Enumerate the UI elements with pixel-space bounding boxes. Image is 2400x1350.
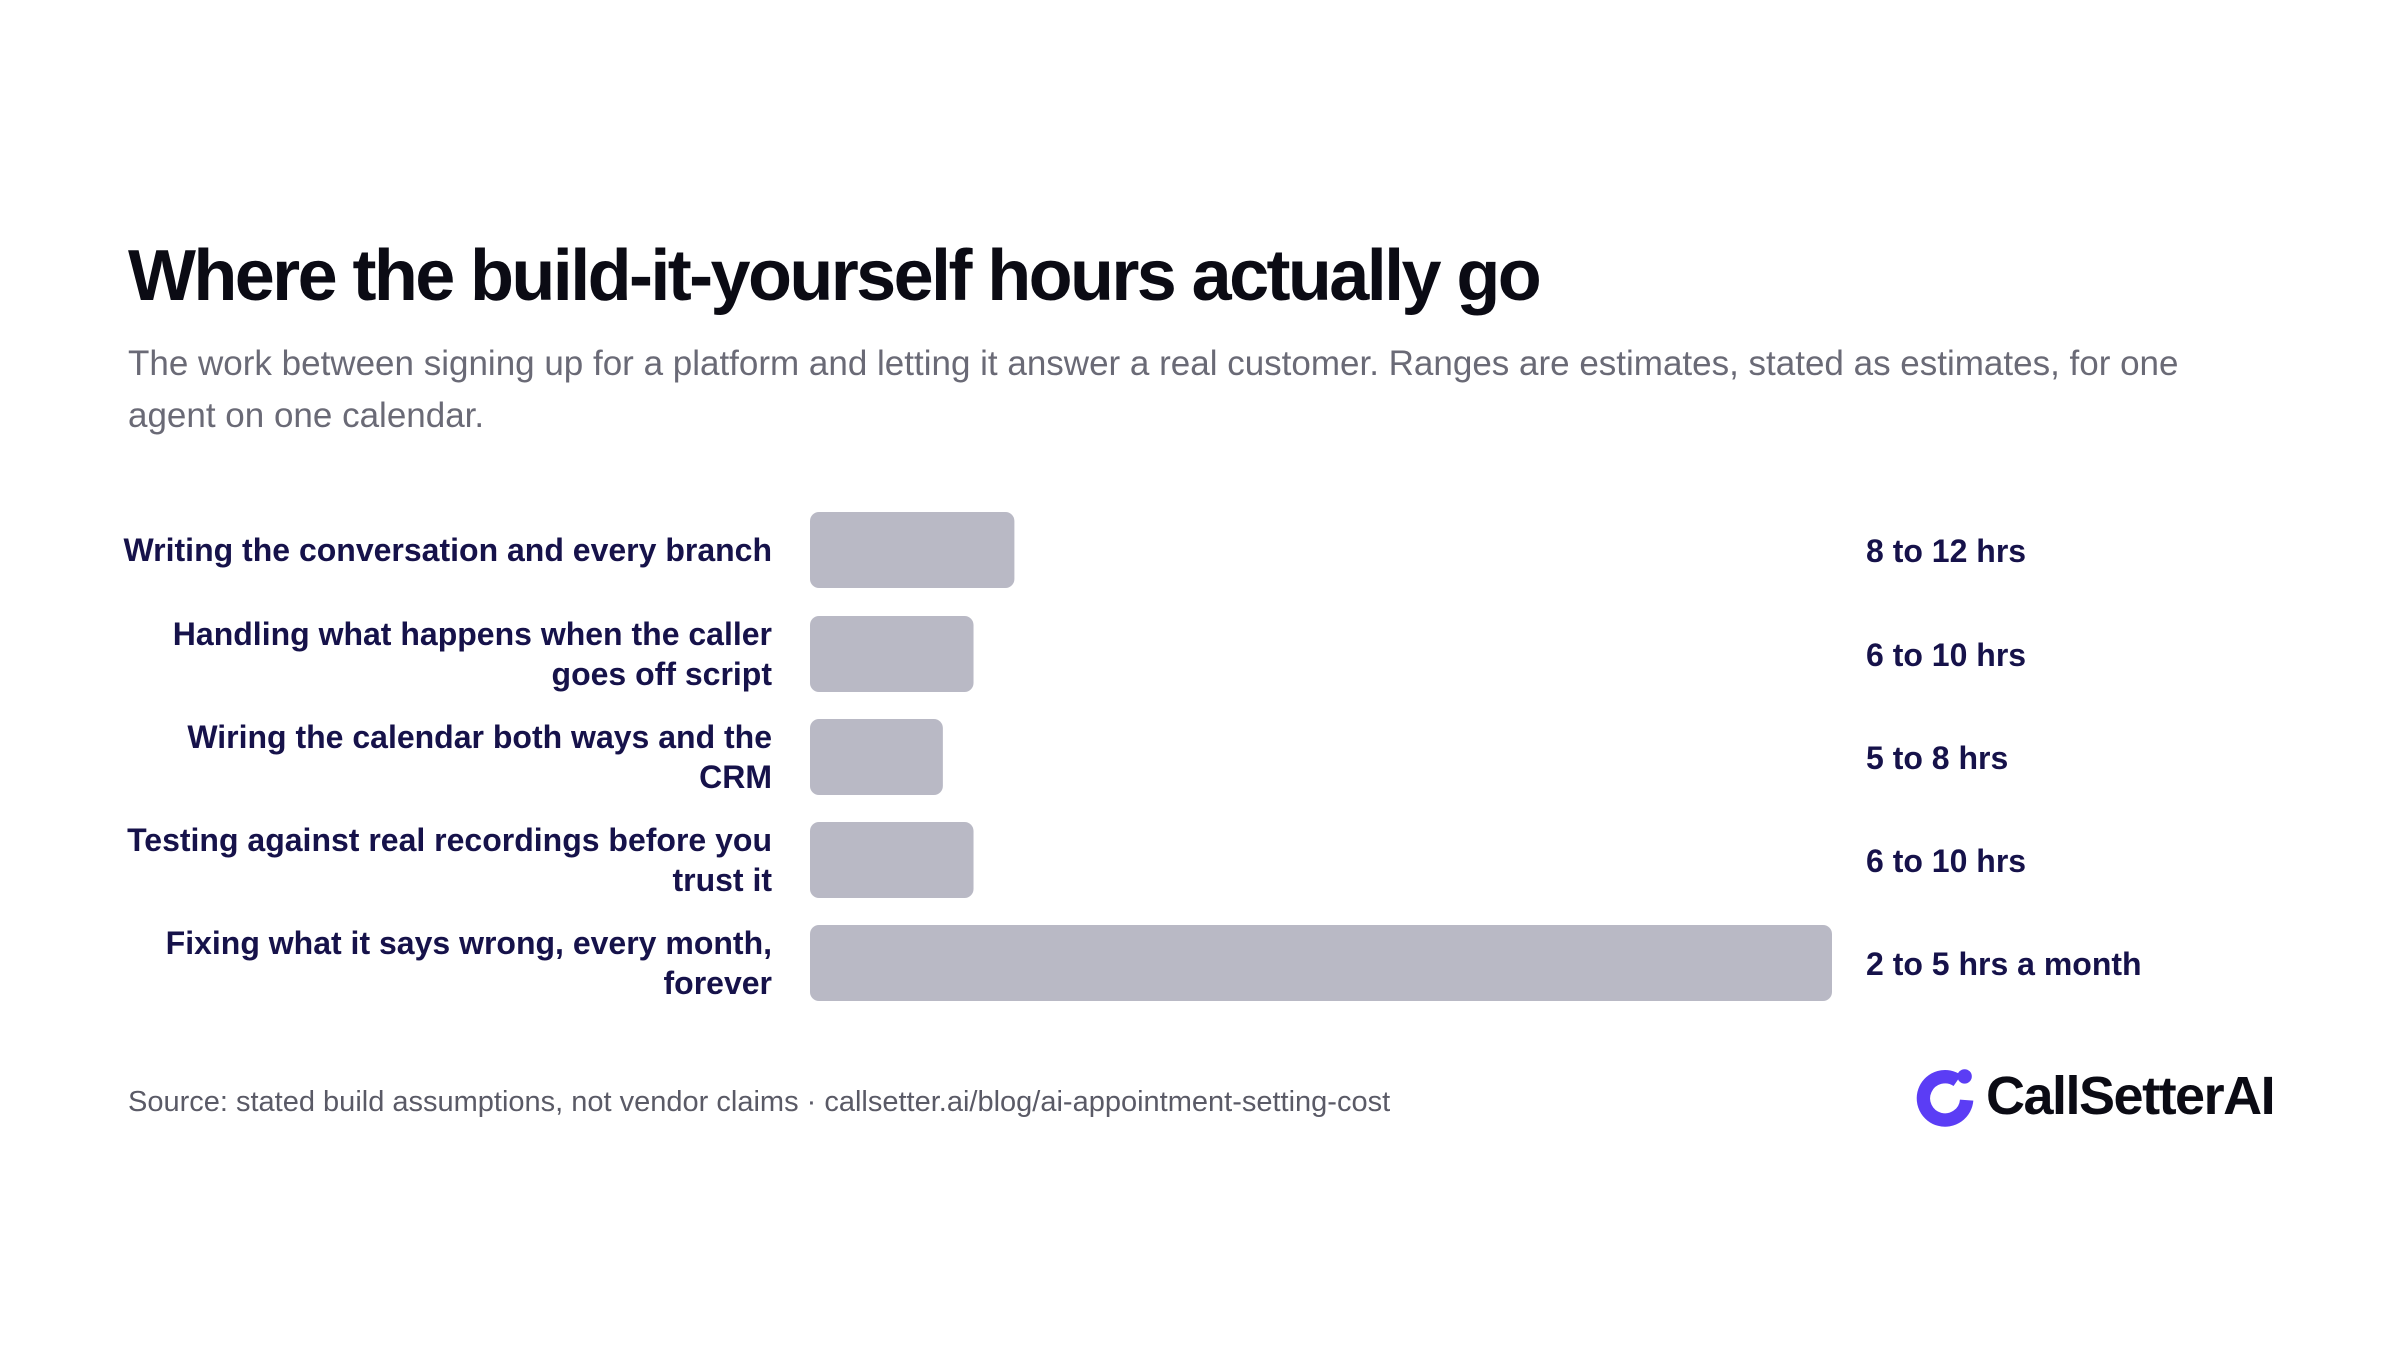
category-label-line: goes off script [552,656,773,692]
bar [810,616,974,692]
value-label: 5 to 8 hrs [1866,740,2008,776]
value-label: 6 to 10 hrs [1866,637,2026,673]
bar-row: Handling what happens when the caller goe… [173,616,2026,692]
bar [810,822,974,898]
bar-row: Wiring the calendar both ways and the CRM… [187,719,2008,795]
category-label-line: Handling what happens when the caller [173,616,772,652]
category-label-line: Testing against real recordings before y… [127,822,772,858]
category-label-line: forever [664,965,773,1001]
category-label-line: trust it [672,862,772,898]
category-label: Wiring the calendar both ways and the CRM [187,719,772,795]
category-label: Handling what happens when the caller goe… [173,616,773,692]
bar-row: Fixing what it says wrong, every month, f… [166,925,2142,1001]
category-label-line: Writing the conversation and every branc… [124,532,772,568]
bar-row: Testing against real recordings before y… [127,822,2026,898]
bar [810,925,1832,1001]
bar-row: Writing the conversation and every branc… [124,512,2026,588]
value-label: 8 to 12 hrs [1866,533,2026,569]
bar [810,512,1015,588]
category-label-line: CRM [699,759,772,795]
chart-subtitle: The work between signing up for a platfo… [128,344,2179,435]
value-label: 2 to 5 hrs a month [1866,946,2142,982]
source-note: Source: stated build assumptions, not ve… [128,1086,1391,1118]
callsetter-logo-icon [1916,1069,1974,1127]
brand-logo[interactable]: CallSetterAI [1912,1060,2276,1132]
category-label: Testing against real recordings before y… [127,822,772,898]
bar-chart: Writing the conversation and every branc… [124,512,2142,1001]
value-label: 6 to 10 hrs [1866,843,2026,879]
category-label: Fixing what it says wrong, every month, f… [166,925,772,1001]
category-label-line: Fixing what it says wrong, every month, [166,925,772,961]
bar [810,719,943,795]
chart-title: Where the build-it-yourself hours actual… [128,236,1542,316]
brand-name: CallSetterAI [1986,1066,2276,1126]
category-label: Writing the conversation and every branc… [124,532,772,568]
category-label-line: Wiring the calendar both ways and the [187,719,772,755]
